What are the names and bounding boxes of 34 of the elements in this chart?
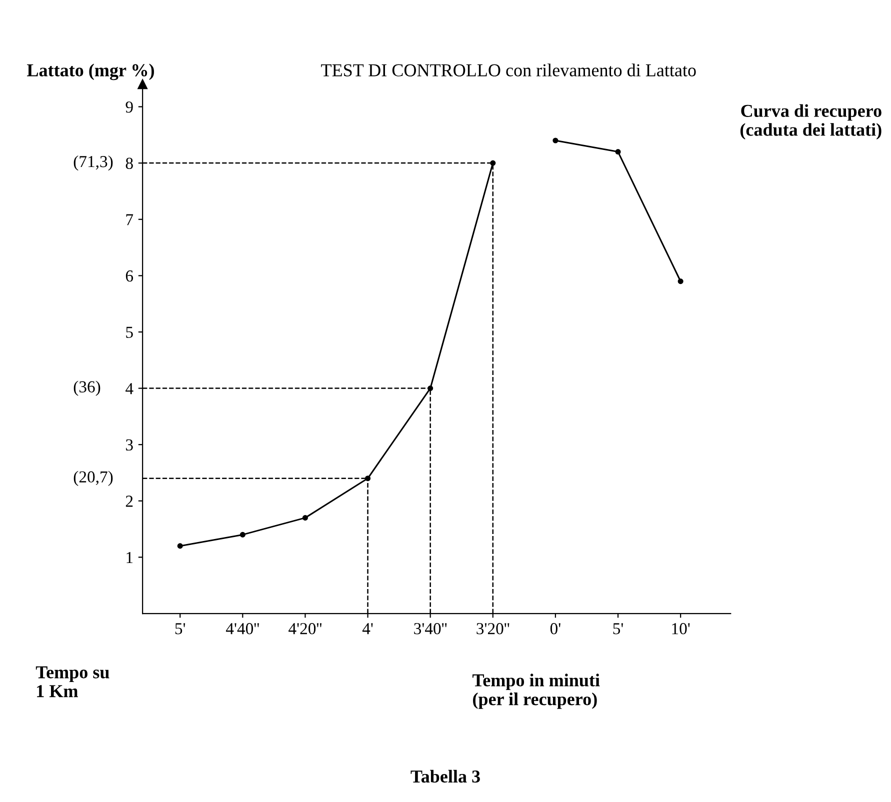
point [615,149,621,155]
y-axis-title: Lattato (mgr %) [27,64,154,80]
x-tick-label: 0' [550,623,560,634]
y-tick-label: 3 [126,439,133,451]
x-tick-label: 3'20'' [476,623,510,634]
x-tick-label: 4'40'' [226,623,259,634]
y-tick-label: 1 [126,552,133,563]
x-tick-label: 5' [613,623,623,634]
y-tick-label: 8 [126,158,133,169]
x-tick-label: 5' [175,623,186,634]
point [240,532,246,538]
point [552,138,558,144]
x-tick-label: 4'20'' [288,623,322,634]
x-tick-label: 10' [672,623,690,634]
x-tick-label: 4' [362,623,373,634]
point [678,278,684,284]
y-tick-label: 4 [126,383,134,394]
point [302,515,308,521]
x-tick-label: 3'40'' [414,623,447,634]
text: (20,7) [74,470,113,486]
y-tick-label: 5 [126,326,133,338]
text: (36) [74,380,100,396]
text: Curva di recupero (caduta dei lattati) [740,104,882,140]
text: Tempo in minuti (per il recupero) [472,674,600,709]
y-tick-label: 2 [126,496,133,507]
chart-title: TEST DI CONTROLLO con rilevamento di Lattato [321,64,696,76]
y-tick-label: 7 [126,214,134,226]
y-tick-label: 9 [126,101,133,113]
text: Tempo su 1 Km [36,666,110,698]
y-tick-label: 6 [126,270,134,282]
text: (71,3) [74,155,113,171]
point [177,543,183,549]
text: Tabella 3 [410,770,480,783]
point [490,160,496,166]
